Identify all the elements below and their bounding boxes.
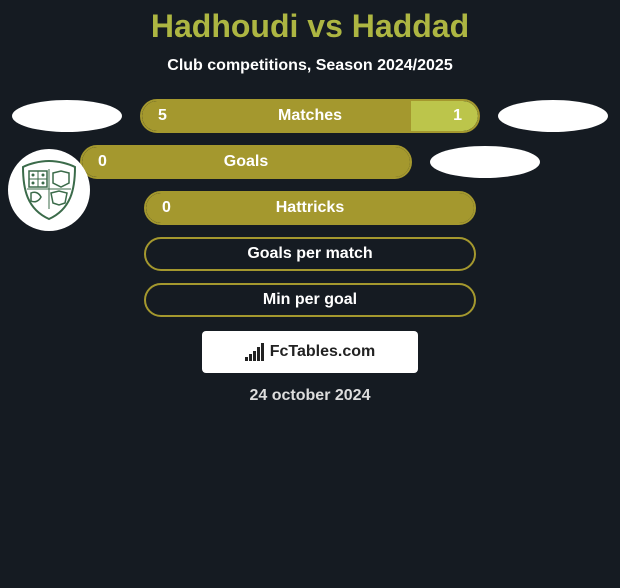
stat-label: Min per goal (146, 291, 474, 309)
page-subtitle: Club competitions, Season 2024/2025 (0, 57, 620, 75)
comparison-chart: Matches51Goals0Hattricks0Goals per match… (0, 99, 620, 317)
stat-row: Hattricks0 (0, 191, 620, 225)
shield-icon (19, 159, 79, 221)
stat-value-right: 1 (453, 107, 462, 125)
stat-bar: Goals0 (80, 145, 412, 179)
stat-row: Goals0 (0, 145, 620, 179)
stat-value-left: 0 (162, 199, 171, 217)
stat-value-left: 5 (158, 107, 167, 125)
stat-bar: Min per goal (144, 283, 476, 317)
brand-text: FcTables.com (270, 343, 376, 361)
stat-bar: Goals per match (144, 237, 476, 271)
page-title: Hadhoudi vs Haddad (0, 8, 620, 45)
footer-date: 24 october 2024 (0, 387, 620, 405)
stat-value-left: 0 (98, 153, 107, 171)
stat-bar: Hattricks0 (144, 191, 476, 225)
player-badge-right (430, 146, 540, 178)
stat-label: Goals per match (146, 245, 474, 263)
brand-badge: FcTables.com (202, 331, 418, 373)
stat-row: Min per goal (0, 283, 620, 317)
bar-chart-icon (245, 343, 264, 361)
stat-row: Goals per match (0, 237, 620, 271)
player-badge-left (12, 100, 122, 132)
stat-label: Hattricks (146, 199, 474, 217)
stat-label: Goals (82, 153, 410, 171)
player-badge-right (498, 100, 608, 132)
stat-label: Matches (142, 107, 478, 125)
club-crest-left (8, 149, 90, 231)
stat-bar: Matches5 1 (140, 99, 480, 133)
stat-row: Matches5 1 (0, 99, 620, 133)
